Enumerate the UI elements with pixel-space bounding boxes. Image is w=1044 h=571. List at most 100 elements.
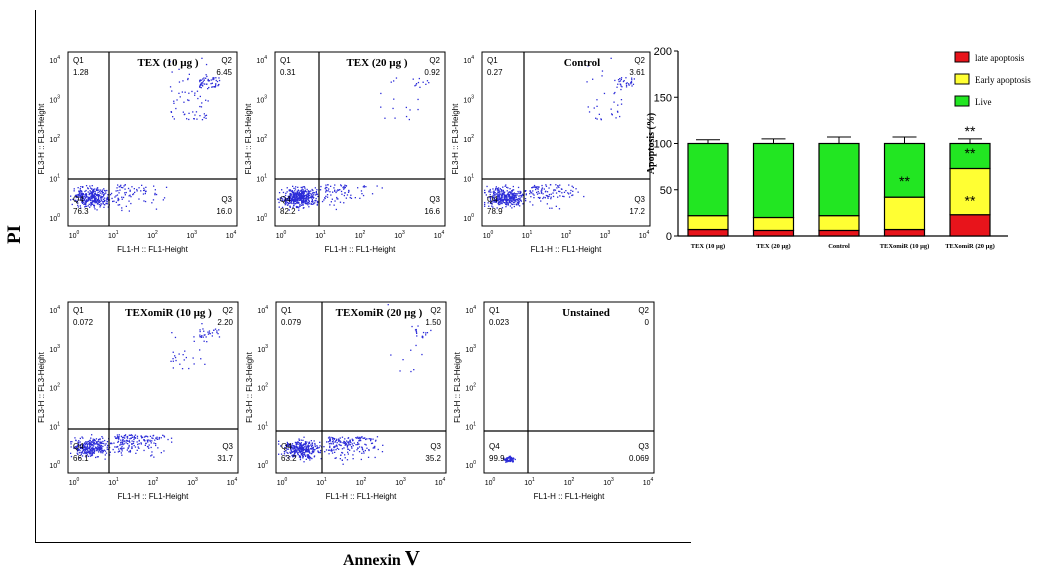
event-dot <box>119 444 121 446</box>
event-dot <box>500 196 503 198</box>
event-dot <box>294 196 296 198</box>
event-dot <box>76 194 79 196</box>
event-dot <box>310 440 312 442</box>
event-dot <box>341 193 343 195</box>
event-dot <box>347 451 349 453</box>
event-dot <box>81 194 84 197</box>
event-dot <box>302 195 304 198</box>
y-tick-label: 104 <box>465 305 476 315</box>
event-dot <box>74 446 76 448</box>
event-dot <box>306 194 308 196</box>
event-dot <box>212 78 214 81</box>
event-dot <box>303 453 305 455</box>
q2-value: 2.20 <box>217 318 233 327</box>
event-dot <box>550 193 552 195</box>
q4-name: Q4 <box>280 195 291 204</box>
event-dot <box>284 204 286 206</box>
event-dot <box>80 453 82 456</box>
event-dot <box>310 457 312 459</box>
event-dot <box>620 77 623 79</box>
event-dot <box>500 199 502 202</box>
event-dot <box>284 194 287 197</box>
event-dot <box>287 443 289 445</box>
event-dot <box>499 203 501 206</box>
q2-value: 1.50 <box>425 318 441 327</box>
event-dot <box>301 190 303 192</box>
x-tick-label: 102 <box>147 230 158 240</box>
q2-name: Q2 <box>221 56 232 65</box>
event-dot <box>531 186 534 189</box>
event-dot <box>133 444 135 447</box>
event-dot <box>302 204 304 206</box>
event-dot <box>336 438 338 440</box>
event-dot <box>103 194 105 196</box>
event-dot <box>162 199 164 201</box>
event-dot <box>294 455 296 457</box>
bar-segment <box>883 142 926 198</box>
event-dot <box>341 436 344 438</box>
event-dot <box>326 441 328 443</box>
y-tick-label: 102 <box>256 134 267 144</box>
event-dot <box>175 107 177 110</box>
event-dot <box>415 83 418 85</box>
event-dot <box>291 196 294 199</box>
y-tick-label: 100 <box>463 213 474 223</box>
event-dot <box>305 203 307 205</box>
event-dot <box>301 193 303 195</box>
event-dot <box>372 447 374 449</box>
event-dot <box>296 450 298 453</box>
event-dot <box>99 446 101 448</box>
event-dot <box>334 184 336 186</box>
event-dot <box>517 200 519 202</box>
event-dot <box>548 195 550 197</box>
event-dot <box>305 449 308 451</box>
event-dot <box>101 197 103 199</box>
event-dot <box>76 196 79 198</box>
event-dot <box>335 439 338 441</box>
event-dot <box>521 194 524 196</box>
event-dot <box>291 443 294 445</box>
event-dot <box>158 438 160 440</box>
event-dot <box>570 189 572 192</box>
event-dot <box>73 190 75 192</box>
event-dot <box>70 443 72 445</box>
event-dot <box>92 451 94 454</box>
event-dot <box>513 205 515 208</box>
event-dot <box>341 452 344 454</box>
event-dot <box>99 190 101 193</box>
event-dot <box>297 186 299 188</box>
event-dot <box>283 450 285 453</box>
event-dot <box>508 191 510 193</box>
event-dot <box>283 200 286 202</box>
event-dot <box>205 63 208 66</box>
event-dot <box>352 445 354 447</box>
event-dot <box>497 189 499 191</box>
event-dot <box>101 449 104 452</box>
event-dot <box>614 79 616 82</box>
event-dot <box>338 439 340 441</box>
significance-mark: ** <box>899 173 910 189</box>
event-dot <box>324 187 326 190</box>
q1-name: Q1 <box>487 56 498 65</box>
event-dot <box>146 435 148 437</box>
q2-name: Q2 <box>638 306 649 315</box>
event-dot <box>87 199 89 201</box>
event-dot <box>84 190 86 193</box>
event-dot <box>102 201 104 203</box>
event-dot <box>326 196 329 198</box>
event-dot <box>85 441 87 443</box>
event-dot <box>77 187 79 189</box>
event-dot <box>290 200 293 203</box>
event-dot <box>493 191 495 193</box>
event-dot <box>91 452 93 454</box>
event-dot <box>89 196 91 199</box>
event-dot <box>205 117 207 119</box>
q2-value: 0 <box>645 318 650 327</box>
event-dot <box>81 190 83 193</box>
event-dot <box>205 336 207 338</box>
event-dot <box>90 202 92 204</box>
x-tick-label: 104 <box>435 477 446 487</box>
event-dot <box>497 202 499 205</box>
event-dot <box>625 86 628 88</box>
event-dot <box>347 191 350 193</box>
